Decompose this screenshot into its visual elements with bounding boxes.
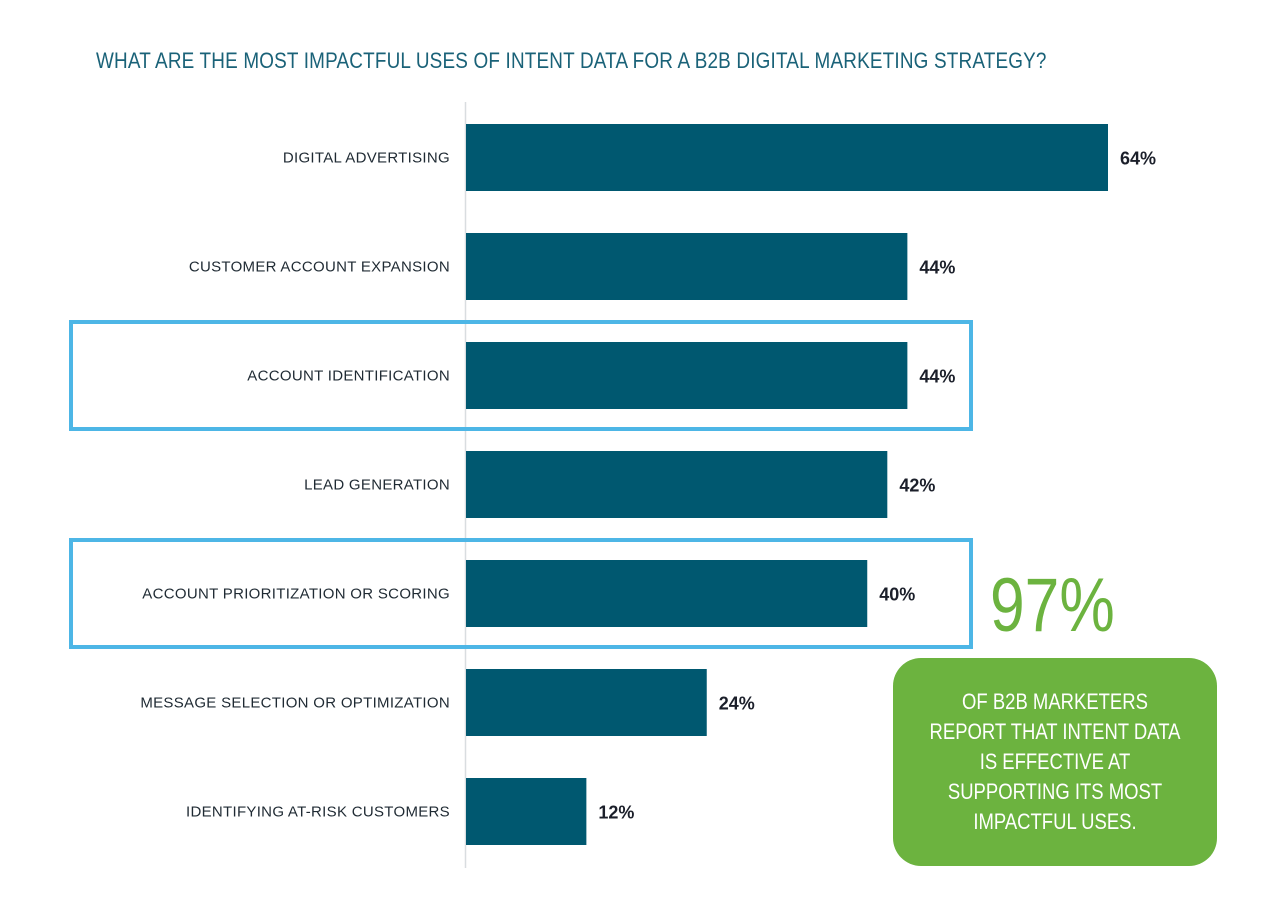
chart-title: WHAT ARE THE MOST IMPACTFUL USES OF INTE… bbox=[96, 48, 1047, 73]
stat-callout-line: SUPPORTING ITS MOST bbox=[947, 779, 1163, 804]
category-label: ACCOUNT PRIORITIZATION OR SCORING bbox=[142, 586, 450, 603]
value-label: 40% bbox=[879, 585, 915, 605]
bar bbox=[466, 342, 908, 409]
value-label: 44% bbox=[919, 367, 955, 387]
highlight-frame bbox=[69, 538, 973, 649]
category-label: ACCOUNT IDENTIFICATION bbox=[247, 368, 450, 385]
stat-callout-text: OF B2B MARKETERS REPORT THAT INTENT DATA… bbox=[919, 687, 1191, 837]
category-label: IDENTIFYING AT-RISK CUSTOMERS bbox=[186, 804, 450, 821]
stat-callout-line: OF B2B MARKETERS bbox=[962, 689, 1148, 714]
value-label: 12% bbox=[598, 803, 634, 823]
highlight-frame bbox=[69, 320, 973, 431]
bar bbox=[466, 560, 868, 627]
bar bbox=[466, 669, 707, 736]
stat-callout-box: OF B2B MARKETERS REPORT THAT INTENT DATA… bbox=[893, 658, 1217, 866]
value-label: 64% bbox=[1120, 149, 1156, 169]
category-label: LEAD GENERATION bbox=[304, 477, 450, 494]
big-stat-value: 97% bbox=[990, 563, 1115, 648]
stat-callout-line: IS EFFECTIVE AT bbox=[979, 749, 1131, 774]
value-label: 44% bbox=[919, 258, 955, 278]
value-label: 42% bbox=[899, 476, 935, 496]
category-label: MESSAGE SELECTION OR OPTIMIZATION bbox=[140, 695, 450, 712]
bar bbox=[466, 233, 908, 300]
bar bbox=[466, 451, 888, 518]
bar bbox=[466, 124, 1108, 191]
value-label: 24% bbox=[719, 694, 755, 714]
stat-callout-line: IMPACTFUL USES. bbox=[973, 809, 1137, 834]
category-label: CUSTOMER ACCOUNT EXPANSION bbox=[189, 259, 450, 276]
category-label: DIGITAL ADVERTISING bbox=[283, 150, 450, 167]
bar bbox=[466, 778, 587, 845]
stat-callout-line: REPORT THAT INTENT DATA bbox=[929, 719, 1181, 744]
